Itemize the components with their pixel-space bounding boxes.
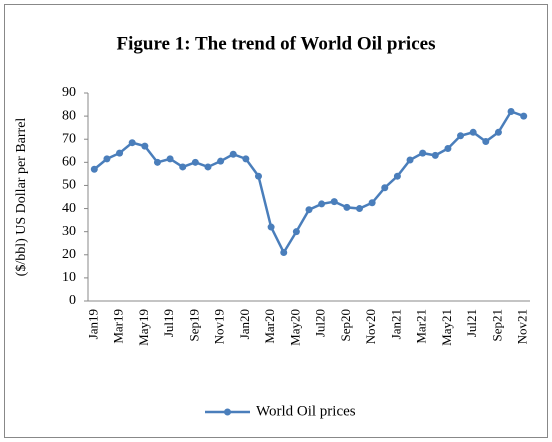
data-point	[444, 144, 452, 152]
x-tick-label: Nov21	[515, 309, 530, 344]
data-point	[229, 150, 237, 158]
data-point	[141, 142, 149, 150]
data-point	[494, 128, 502, 136]
data-point	[393, 172, 401, 180]
data-point	[292, 228, 300, 236]
data-point	[254, 172, 262, 180]
data-point	[520, 112, 528, 120]
data-point	[356, 205, 364, 213]
x-tick-label: May21	[439, 309, 454, 346]
x-tick-label: May19	[136, 309, 151, 346]
x-tick-label: Mar21	[414, 309, 429, 344]
x-tick-label: Nov20	[363, 309, 378, 344]
data-point	[166, 155, 174, 163]
data-point	[507, 107, 515, 115]
data-point	[242, 155, 250, 163]
data-point	[381, 184, 389, 192]
chart-title: Figure 1: The trend of World Oil prices	[117, 33, 436, 54]
data-point	[406, 156, 414, 164]
x-tick-label: Sep19	[186, 309, 201, 342]
x-tick-label: Mar20	[262, 309, 277, 344]
data-point	[469, 128, 477, 136]
data-point	[280, 248, 288, 256]
data-point	[318, 200, 326, 208]
data-point	[204, 163, 212, 171]
data-point	[116, 149, 124, 157]
data-point	[431, 151, 439, 159]
x-tick-label: Jan21	[388, 309, 403, 339]
x-tick-label: Mar19	[111, 309, 126, 344]
x-tick-label: Sep21	[489, 309, 504, 342]
y-tick-label: 80	[62, 108, 76, 123]
data-point	[179, 163, 187, 171]
data-point	[419, 149, 427, 157]
y-tick-label: 60	[62, 155, 76, 170]
y-tick-label: 0	[69, 293, 76, 308]
x-tick-label: Jul21	[464, 309, 479, 337]
y-tick-label: 30	[62, 224, 76, 239]
data-point	[217, 157, 225, 165]
data-point	[330, 198, 338, 206]
data-point	[305, 206, 313, 214]
y-tick-label: 50	[62, 178, 76, 193]
data-point	[103, 155, 111, 163]
x-tick-label: Nov19	[212, 309, 227, 344]
data-point	[343, 203, 351, 211]
data-point	[153, 158, 161, 166]
y-tick-label: 70	[62, 131, 76, 146]
y-tick-label: 90	[62, 85, 76, 100]
y-tick-label: 20	[62, 247, 76, 262]
y-tick-label: 40	[62, 201, 76, 216]
data-point	[482, 138, 490, 146]
y-axis-label: ($/bbl) US Dollar per Barrel	[14, 118, 29, 277]
x-tick-label: Jan19	[85, 309, 100, 339]
x-tick-label: Jul19	[161, 309, 176, 337]
data-point	[90, 165, 98, 173]
data-point	[457, 132, 465, 140]
x-tick-label: Jul20	[313, 309, 328, 337]
legend-marker	[224, 408, 231, 416]
x-tick-label: May20	[287, 309, 302, 346]
data-point	[128, 139, 136, 147]
chart-frame	[4, 4, 548, 438]
data-point	[191, 158, 199, 166]
data-point	[267, 223, 275, 231]
legend-label: World Oil prices	[256, 403, 356, 419]
x-tick-label: Sep20	[338, 309, 353, 342]
y-tick-label: 10	[62, 270, 76, 285]
data-point	[368, 199, 376, 207]
x-tick-label: Jan20	[237, 309, 252, 339]
